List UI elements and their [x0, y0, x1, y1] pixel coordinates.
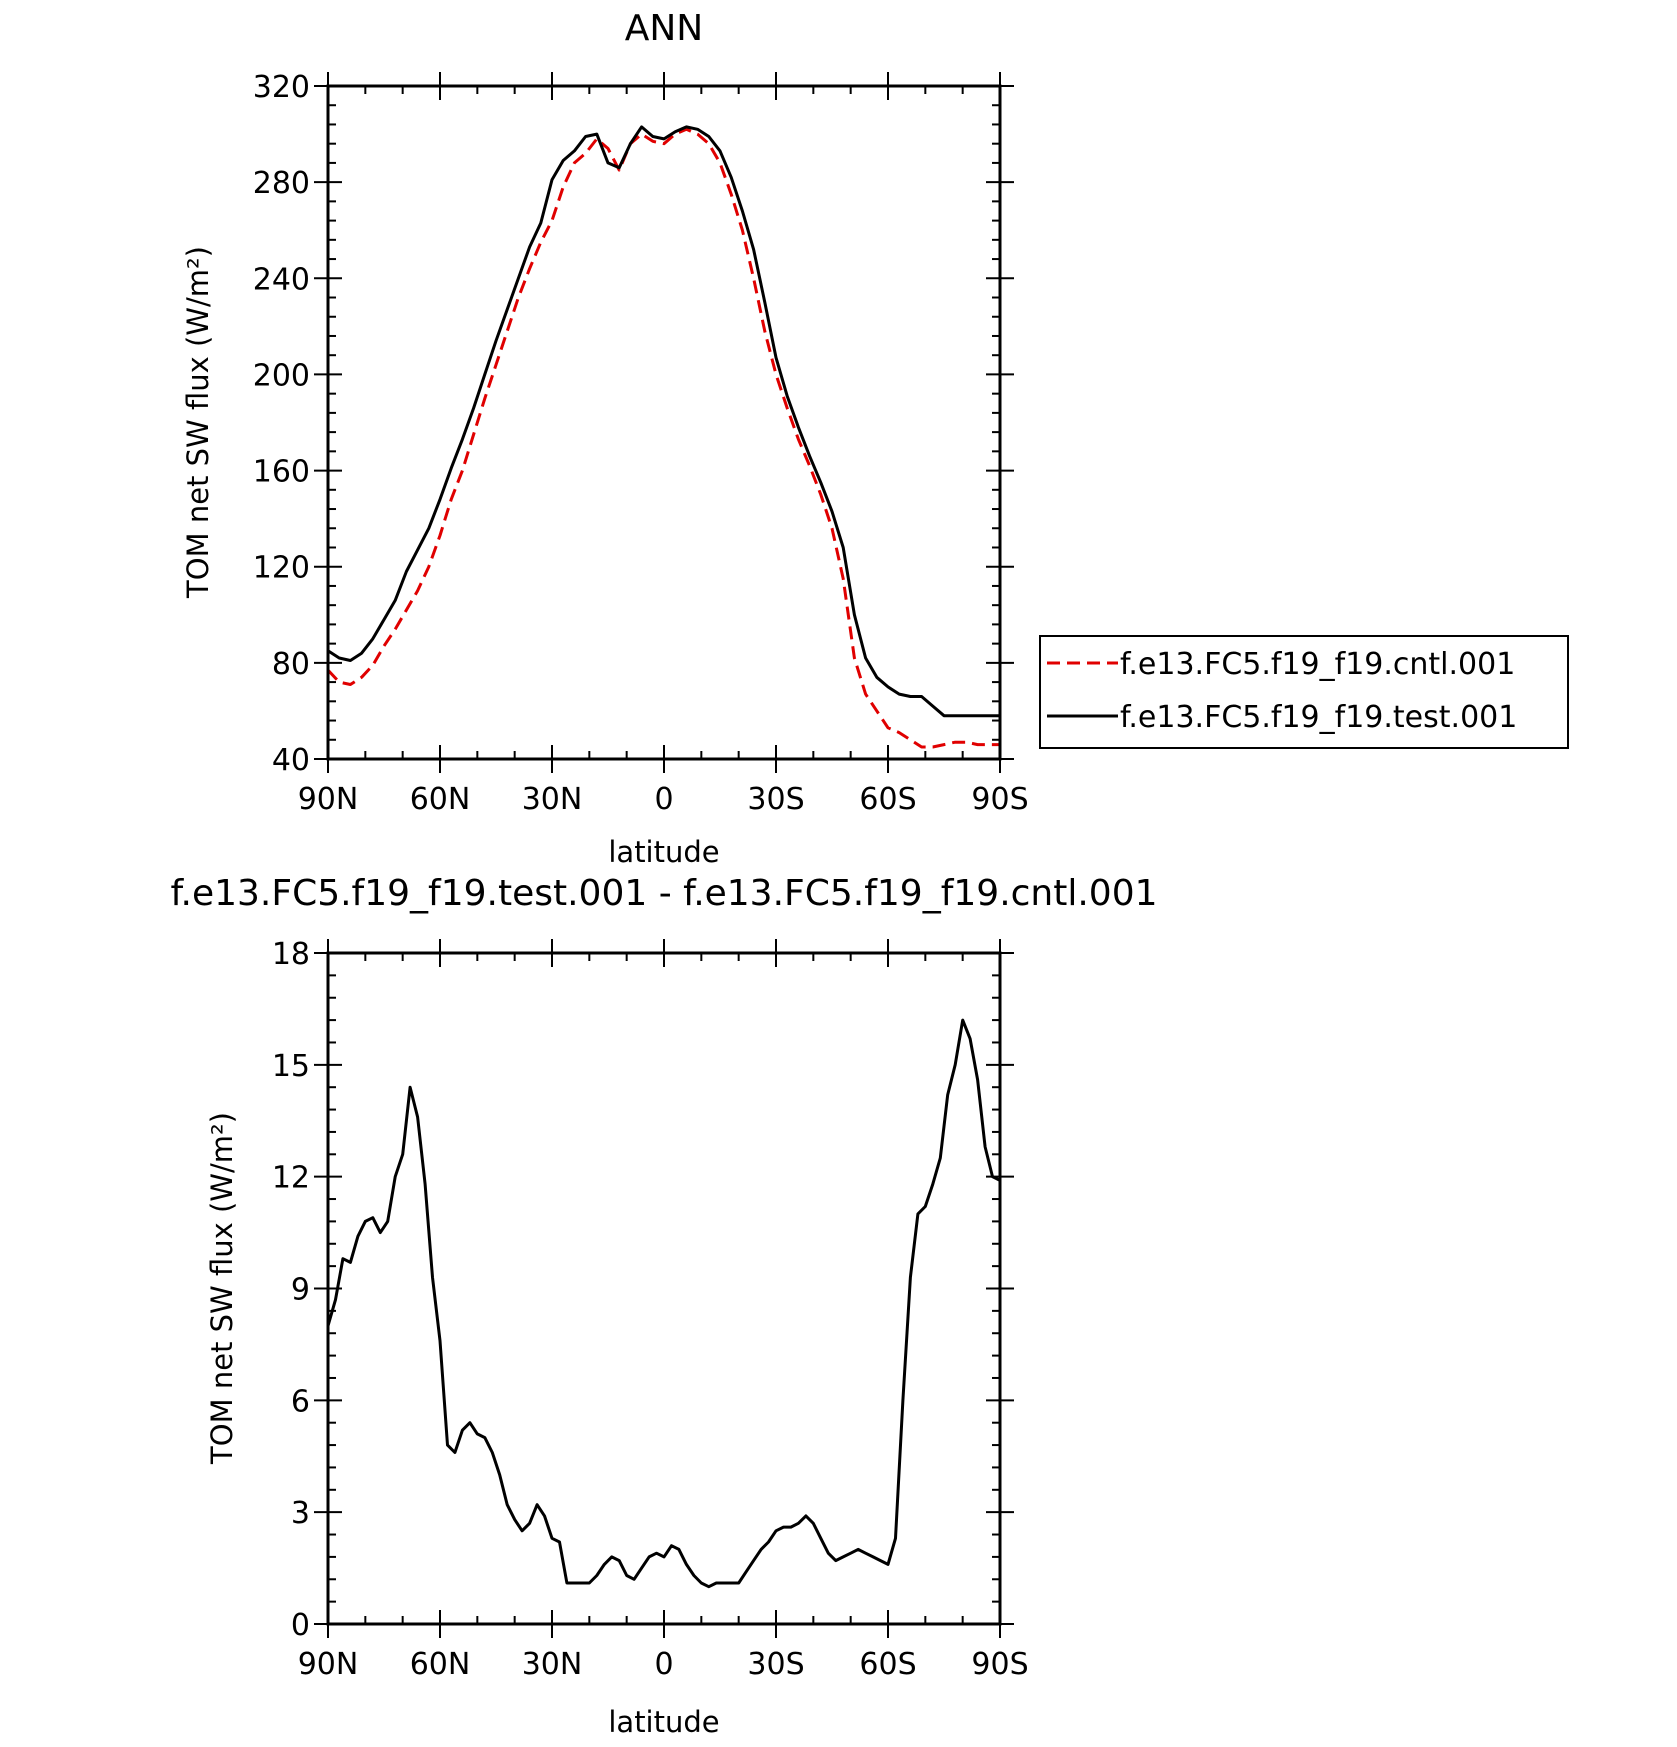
- y-tick-label: 120: [253, 551, 310, 586]
- x-tick-label: 90S: [971, 782, 1028, 817]
- x-tick-label: 90S: [971, 1647, 1028, 1682]
- x-axis-label: latitude: [608, 1705, 719, 1739]
- plot-frame: [326, 84, 1002, 761]
- y-axis-label: TOM net SW flux (W/m²): [181, 246, 215, 599]
- axis-ticks: [314, 939, 1014, 1638]
- y-tick-label: 160: [253, 455, 310, 490]
- x-tick-label: 60N: [410, 1647, 471, 1682]
- y-tick-label: 18: [272, 937, 310, 972]
- y-tick-label: 200: [253, 358, 310, 393]
- x-tick-label: 90N: [298, 782, 359, 817]
- y-tick-label: 0: [291, 1608, 310, 1643]
- chart-annual-flux: ANN 40 80 120 160 200 240 280 320 90N 60N 30N 0 30S…: [181, 8, 1569, 869]
- x-tick-label: 30S: [747, 1647, 804, 1682]
- y-tick-label: 12: [272, 1161, 310, 1196]
- y-tick-label: 15: [272, 1049, 310, 1084]
- plot-frame: [326, 951, 1002, 1626]
- legend-entry-test: f.e13.FC5.f19_f19.test.001: [1120, 700, 1517, 735]
- chart-flux-difference: f.e13.FC5.f19_f19.test.001 - f.e13.FC5.f…: [170, 873, 1157, 1739]
- plot-lines: [326, 1018, 1001, 1589]
- x-tick-label: 60N: [410, 782, 471, 817]
- x-tick-label: 30N: [522, 782, 583, 817]
- legend-entry-cntl: f.e13.FC5.f19_f19.cntl.001: [1120, 647, 1515, 682]
- legend-box: [1039, 635, 1569, 749]
- y-axis-label: TOM net SW flux (W/m²): [205, 1112, 239, 1465]
- plot-lines: [326, 125, 1000, 749]
- x-tick-label: 30N: [522, 1647, 583, 1682]
- y-tick-label: 40: [272, 743, 310, 778]
- x-tick-labels: 90N 60N 30N 0 30S 60S 90S: [298, 1647, 1029, 1682]
- x-tick-label: 30S: [747, 782, 804, 817]
- x-tick-label: 60S: [859, 782, 916, 817]
- series-line-1: [326, 127, 1000, 749]
- series-line-2: [327, 125, 1000, 718]
- y-tick-label: 6: [291, 1384, 310, 1419]
- chart-title: ANN: [625, 8, 704, 49]
- y-tick-label: 80: [272, 647, 310, 682]
- y-tick-label: 3: [291, 1496, 310, 1531]
- x-tick-label: 60S: [859, 1647, 916, 1682]
- legend: f.e13.FC5.f19_f19.cntl.001 f.e13.FC5.f19…: [1039, 635, 1569, 749]
- x-tick-labels: 90N 60N 30N 0 30S 60S 90S: [298, 782, 1029, 817]
- y-tick-label: 280: [253, 166, 310, 201]
- x-tick-label: 0: [654, 782, 673, 817]
- x-axis-label: latitude: [608, 835, 719, 869]
- x-tick-label: 90N: [298, 1647, 359, 1682]
- y-tick-label: 240: [253, 262, 310, 297]
- chart-title: f.e13.FC5.f19_f19.test.001 - f.e13.FC5.f…: [170, 873, 1157, 914]
- y-tick-labels: 40 80 120 160 200 240 280 320: [253, 70, 310, 778]
- y-tick-labels: 0 3 6 9 12 15 18: [272, 937, 310, 1643]
- x-tick-label: 0: [654, 1647, 673, 1682]
- y-tick-label: 320: [253, 70, 310, 105]
- series-line-1: [326, 1018, 1001, 1589]
- axis-ticks: [314, 72, 1014, 773]
- y-tick-label: 9: [291, 1273, 310, 1308]
